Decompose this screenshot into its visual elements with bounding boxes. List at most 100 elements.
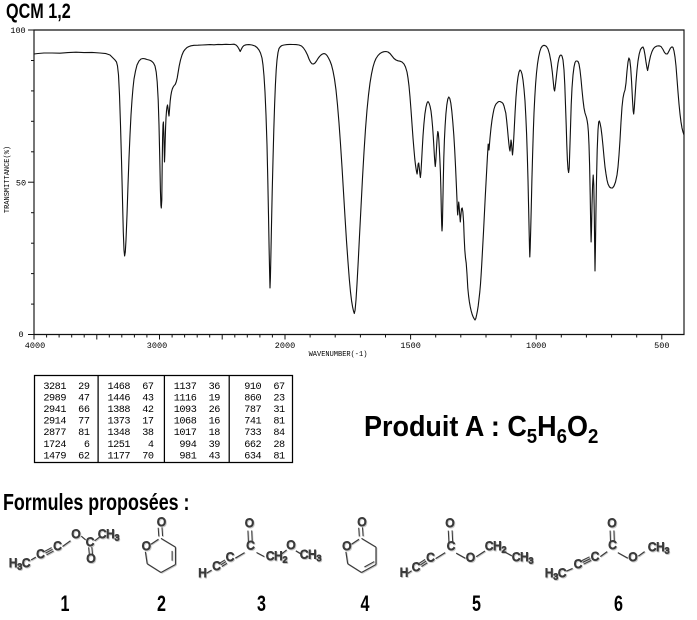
svg-text:O: O <box>446 519 455 531</box>
svg-text:0: 0 <box>18 330 23 340</box>
svg-text:C: C <box>53 541 61 553</box>
svg-text:CH3: CH3 <box>512 552 534 566</box>
svg-text:500: 500 <box>654 341 669 351</box>
svg-text:1093: 1093 <box>174 405 197 416</box>
svg-text:16: 16 <box>209 417 221 428</box>
svg-text:3281: 3281 <box>43 382 66 393</box>
svg-text:O: O <box>245 518 254 530</box>
svg-text:C: C <box>86 537 94 549</box>
svg-text:66: 66 <box>78 405 90 416</box>
svg-text:70: 70 <box>142 451 154 462</box>
svg-text:H: H <box>198 568 206 580</box>
svg-text:1500: 1500 <box>400 341 420 351</box>
svg-text:1446: 1446 <box>107 393 130 404</box>
svg-text:C: C <box>246 541 254 553</box>
svg-text:50: 50 <box>16 179 26 189</box>
svg-text:C: C <box>427 553 435 565</box>
svg-text:1: 1 <box>61 593 70 617</box>
svg-text:81: 81 <box>273 417 285 428</box>
svg-text:39: 39 <box>209 440 221 451</box>
svg-text:77: 77 <box>78 417 90 428</box>
svg-text:O: O <box>87 554 96 566</box>
svg-text:TRANSMITTANCE(%): TRANSMITTANCE(%) <box>4 146 12 213</box>
svg-text:C: C <box>37 550 45 562</box>
svg-text:1177: 1177 <box>107 451 130 462</box>
svg-text:H3C: H3C <box>9 558 30 572</box>
svg-text:81: 81 <box>273 451 285 462</box>
svg-text:18: 18 <box>209 428 221 439</box>
svg-text:C: C <box>413 563 421 575</box>
svg-text:994: 994 <box>179 440 196 451</box>
svg-text:1479: 1479 <box>43 451 66 462</box>
svg-text:5: 5 <box>472 593 481 617</box>
svg-text:31: 31 <box>273 405 285 416</box>
svg-text:81: 81 <box>78 428 90 439</box>
svg-text:38: 38 <box>142 428 154 439</box>
svg-text:6: 6 <box>84 440 90 451</box>
svg-text:C: C <box>448 542 456 554</box>
svg-text:C: C <box>247 541 255 553</box>
svg-text:O: O <box>343 542 352 554</box>
svg-text:CH2: CH2 <box>486 542 508 556</box>
svg-text:O: O <box>467 553 476 565</box>
svg-text:910: 910 <box>244 382 261 393</box>
svg-text:2877: 2877 <box>43 428 66 439</box>
svg-text:O: O <box>87 554 96 566</box>
svg-text:C: C <box>592 552 600 564</box>
svg-text:C: C <box>227 553 235 565</box>
svg-text:O: O <box>158 518 167 530</box>
svg-text:100: 100 <box>10 26 25 36</box>
svg-text:H: H <box>401 568 409 580</box>
svg-text:C: C <box>226 552 234 564</box>
svg-text:CH2: CH2 <box>266 551 288 565</box>
svg-text:H3C: H3C <box>545 568 566 582</box>
svg-text:1373: 1373 <box>107 417 130 428</box>
svg-text:C: C <box>54 542 62 554</box>
svg-text:CH3: CH3 <box>98 529 120 543</box>
svg-text:67: 67 <box>273 382 285 393</box>
svg-text:CH3: CH3 <box>648 542 670 556</box>
svg-text:O: O <box>608 518 617 530</box>
svg-text:C: C <box>87 538 95 550</box>
svg-text:787: 787 <box>244 405 261 416</box>
svg-text:4: 4 <box>148 440 154 451</box>
svg-text:O: O <box>287 541 296 553</box>
svg-text:42: 42 <box>142 405 154 416</box>
svg-text:733: 733 <box>244 428 261 439</box>
svg-text:2989: 2989 <box>43 393 66 404</box>
svg-text:CH3: CH3 <box>513 553 535 567</box>
svg-text:4: 4 <box>361 593 370 617</box>
svg-text:4000: 4000 <box>25 341 45 351</box>
svg-text:O: O <box>142 541 151 553</box>
svg-text:29: 29 <box>78 382 90 393</box>
svg-text:43: 43 <box>209 451 221 462</box>
svg-text:WAVENUMBER(-1): WAVENUMBER(-1) <box>309 351 368 359</box>
svg-text:O: O <box>143 542 152 554</box>
svg-text:C: C <box>447 541 455 553</box>
svg-text:3000: 3000 <box>147 341 167 351</box>
svg-text:2: 2 <box>157 593 166 617</box>
svg-text:1137: 1137 <box>174 382 197 393</box>
svg-text:C: C <box>212 561 220 573</box>
svg-text:C: C <box>608 540 616 552</box>
svg-text:O: O <box>629 553 638 565</box>
svg-text:67: 67 <box>142 382 154 393</box>
svg-text:O: O <box>246 519 255 531</box>
svg-text:O: O <box>358 517 367 529</box>
svg-text:23: 23 <box>273 393 285 404</box>
svg-text:O: O <box>466 553 475 565</box>
svg-text:C: C <box>213 562 221 574</box>
svg-text:CH3: CH3 <box>301 550 323 564</box>
svg-text:O: O <box>608 519 617 531</box>
svg-text:1017: 1017 <box>174 428 197 439</box>
svg-text:CH3: CH3 <box>649 543 671 557</box>
svg-text:1388: 1388 <box>107 405 130 416</box>
svg-text:CH3: CH3 <box>300 550 322 564</box>
svg-text:84: 84 <box>273 428 285 439</box>
svg-text:CH2: CH2 <box>267 552 289 566</box>
svg-text:O: O <box>287 540 296 552</box>
svg-text:19: 19 <box>209 393 221 404</box>
svg-text:C: C <box>36 549 44 561</box>
svg-text:1468: 1468 <box>107 382 130 393</box>
svg-text:62: 62 <box>78 451 90 462</box>
